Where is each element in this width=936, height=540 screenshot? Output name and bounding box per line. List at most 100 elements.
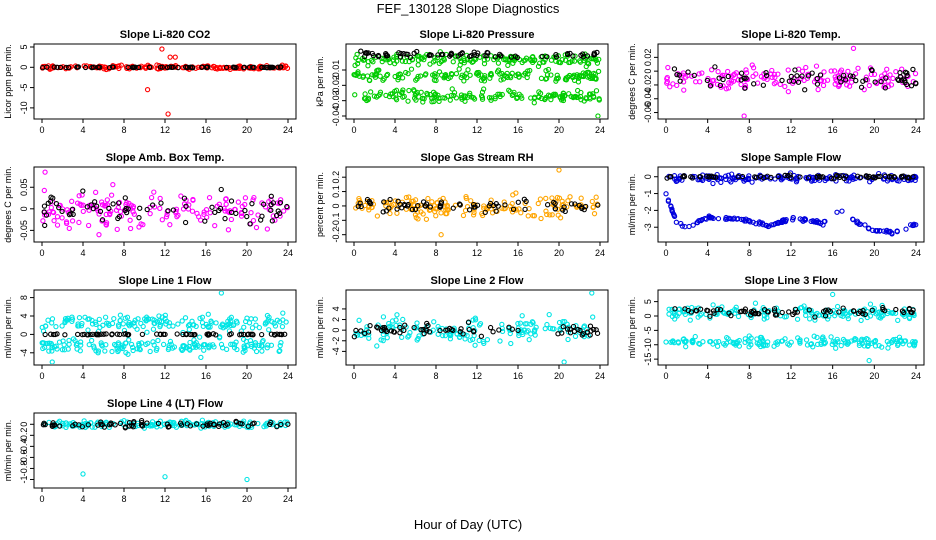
data-point-all <box>166 345 172 351</box>
data-point-selected <box>814 174 820 181</box>
data-point-all <box>244 476 250 483</box>
data-point-selected <box>706 174 712 180</box>
data-point-selected <box>275 64 281 70</box>
data-point-all <box>508 340 514 347</box>
data-point-all <box>264 345 270 351</box>
data-point-all <box>379 58 385 65</box>
data-point-selected <box>853 77 859 84</box>
data-point-all <box>545 66 552 73</box>
data-point-all <box>867 301 874 307</box>
x-tick-label: 0 <box>39 248 44 258</box>
data-point-selected <box>144 206 150 213</box>
data-point-all <box>276 348 282 355</box>
data-point-selected <box>63 64 69 71</box>
data-point-all <box>664 74 670 81</box>
data-point-selected <box>79 332 85 338</box>
data-point-all <box>472 317 479 323</box>
plot-frame <box>33 166 297 243</box>
y-tick-label: -0.2 <box>331 227 341 243</box>
y-tick-label: 0 <box>19 332 29 337</box>
data-point-selected <box>241 64 247 71</box>
data-point-selected <box>448 52 454 58</box>
data-point-all <box>248 210 254 216</box>
data-point-all <box>779 218 785 224</box>
data-point-all <box>426 207 433 213</box>
data-point-all <box>138 221 144 227</box>
data-point-all <box>123 350 129 356</box>
y-axis-label: kPa per min. <box>315 56 325 107</box>
data-point-selected <box>130 424 136 430</box>
data-point-all <box>386 93 393 100</box>
data-point-all <box>750 65 757 71</box>
data-point-selected <box>239 421 245 427</box>
data-point-selected <box>735 173 741 180</box>
data-point-all <box>116 347 122 353</box>
data-point-all <box>415 335 421 342</box>
data-point-selected <box>470 201 477 208</box>
data-point-all <box>414 76 420 82</box>
data-point-selected <box>381 324 388 331</box>
x-tick-label: 8 <box>121 494 126 504</box>
data-point-all <box>543 195 549 202</box>
data-point-all <box>407 329 413 336</box>
data-point-all <box>894 228 900 234</box>
data-point-all <box>42 344 48 351</box>
data-point-all <box>239 203 245 210</box>
data-point-all <box>436 98 442 105</box>
data-point-all <box>846 178 852 184</box>
data-point-all <box>535 200 541 207</box>
data-point-selected <box>139 419 145 426</box>
data-point-selected <box>457 328 463 335</box>
y-tick-label: -0.8 <box>19 461 29 477</box>
data-point-all <box>401 93 407 100</box>
data-point-selected <box>710 308 717 314</box>
data-point-all <box>585 61 592 67</box>
data-point-all <box>497 91 503 97</box>
data-point-all <box>714 343 721 349</box>
data-point-all <box>850 176 856 182</box>
data-point-all <box>663 339 669 345</box>
data-point-all <box>221 205 227 212</box>
data-point-selected <box>672 306 678 312</box>
x-tick-label: 0 <box>663 125 668 135</box>
data-point-selected <box>779 77 785 84</box>
data-point-selected <box>282 331 288 337</box>
y-tick-label: 5 <box>19 44 29 49</box>
data-points <box>351 291 601 364</box>
data-point-selected <box>514 54 521 61</box>
data-point-all <box>845 315 851 322</box>
data-point-selected <box>688 174 694 180</box>
data-point-selected <box>233 64 239 71</box>
y-tick-label: 0 <box>643 313 653 318</box>
data-point-selected <box>415 203 421 209</box>
data-point-all <box>733 339 739 346</box>
data-point-all <box>164 208 170 215</box>
data-point-selected <box>62 332 68 338</box>
data-point-all <box>763 222 769 229</box>
x-tick-label: 24 <box>911 125 921 135</box>
data-point-selected <box>707 313 713 319</box>
data-point-all <box>517 320 523 326</box>
data-point-selected <box>41 209 47 215</box>
data-point-all <box>565 198 571 204</box>
data-point-all <box>157 323 163 330</box>
data-point-all <box>502 205 508 212</box>
data-point-all <box>69 218 76 224</box>
data-point-selected <box>366 198 373 205</box>
data-point-selected <box>101 424 108 430</box>
data-point-all <box>54 214 61 220</box>
data-point-all <box>444 210 450 217</box>
data-point-selected <box>205 332 211 338</box>
data-point-all <box>544 72 551 78</box>
data-point-all <box>242 195 249 201</box>
data-point-all <box>53 323 59 330</box>
data-point-selected <box>218 186 224 193</box>
data-point-all <box>187 321 193 328</box>
data-point-all <box>685 72 691 79</box>
data-point-selected <box>167 64 173 70</box>
data-point-all <box>556 168 562 173</box>
data-point-all <box>210 342 216 348</box>
y-tick-label: 0 <box>643 69 653 74</box>
data-point-selected <box>738 70 745 76</box>
data-point-all <box>468 198 474 204</box>
